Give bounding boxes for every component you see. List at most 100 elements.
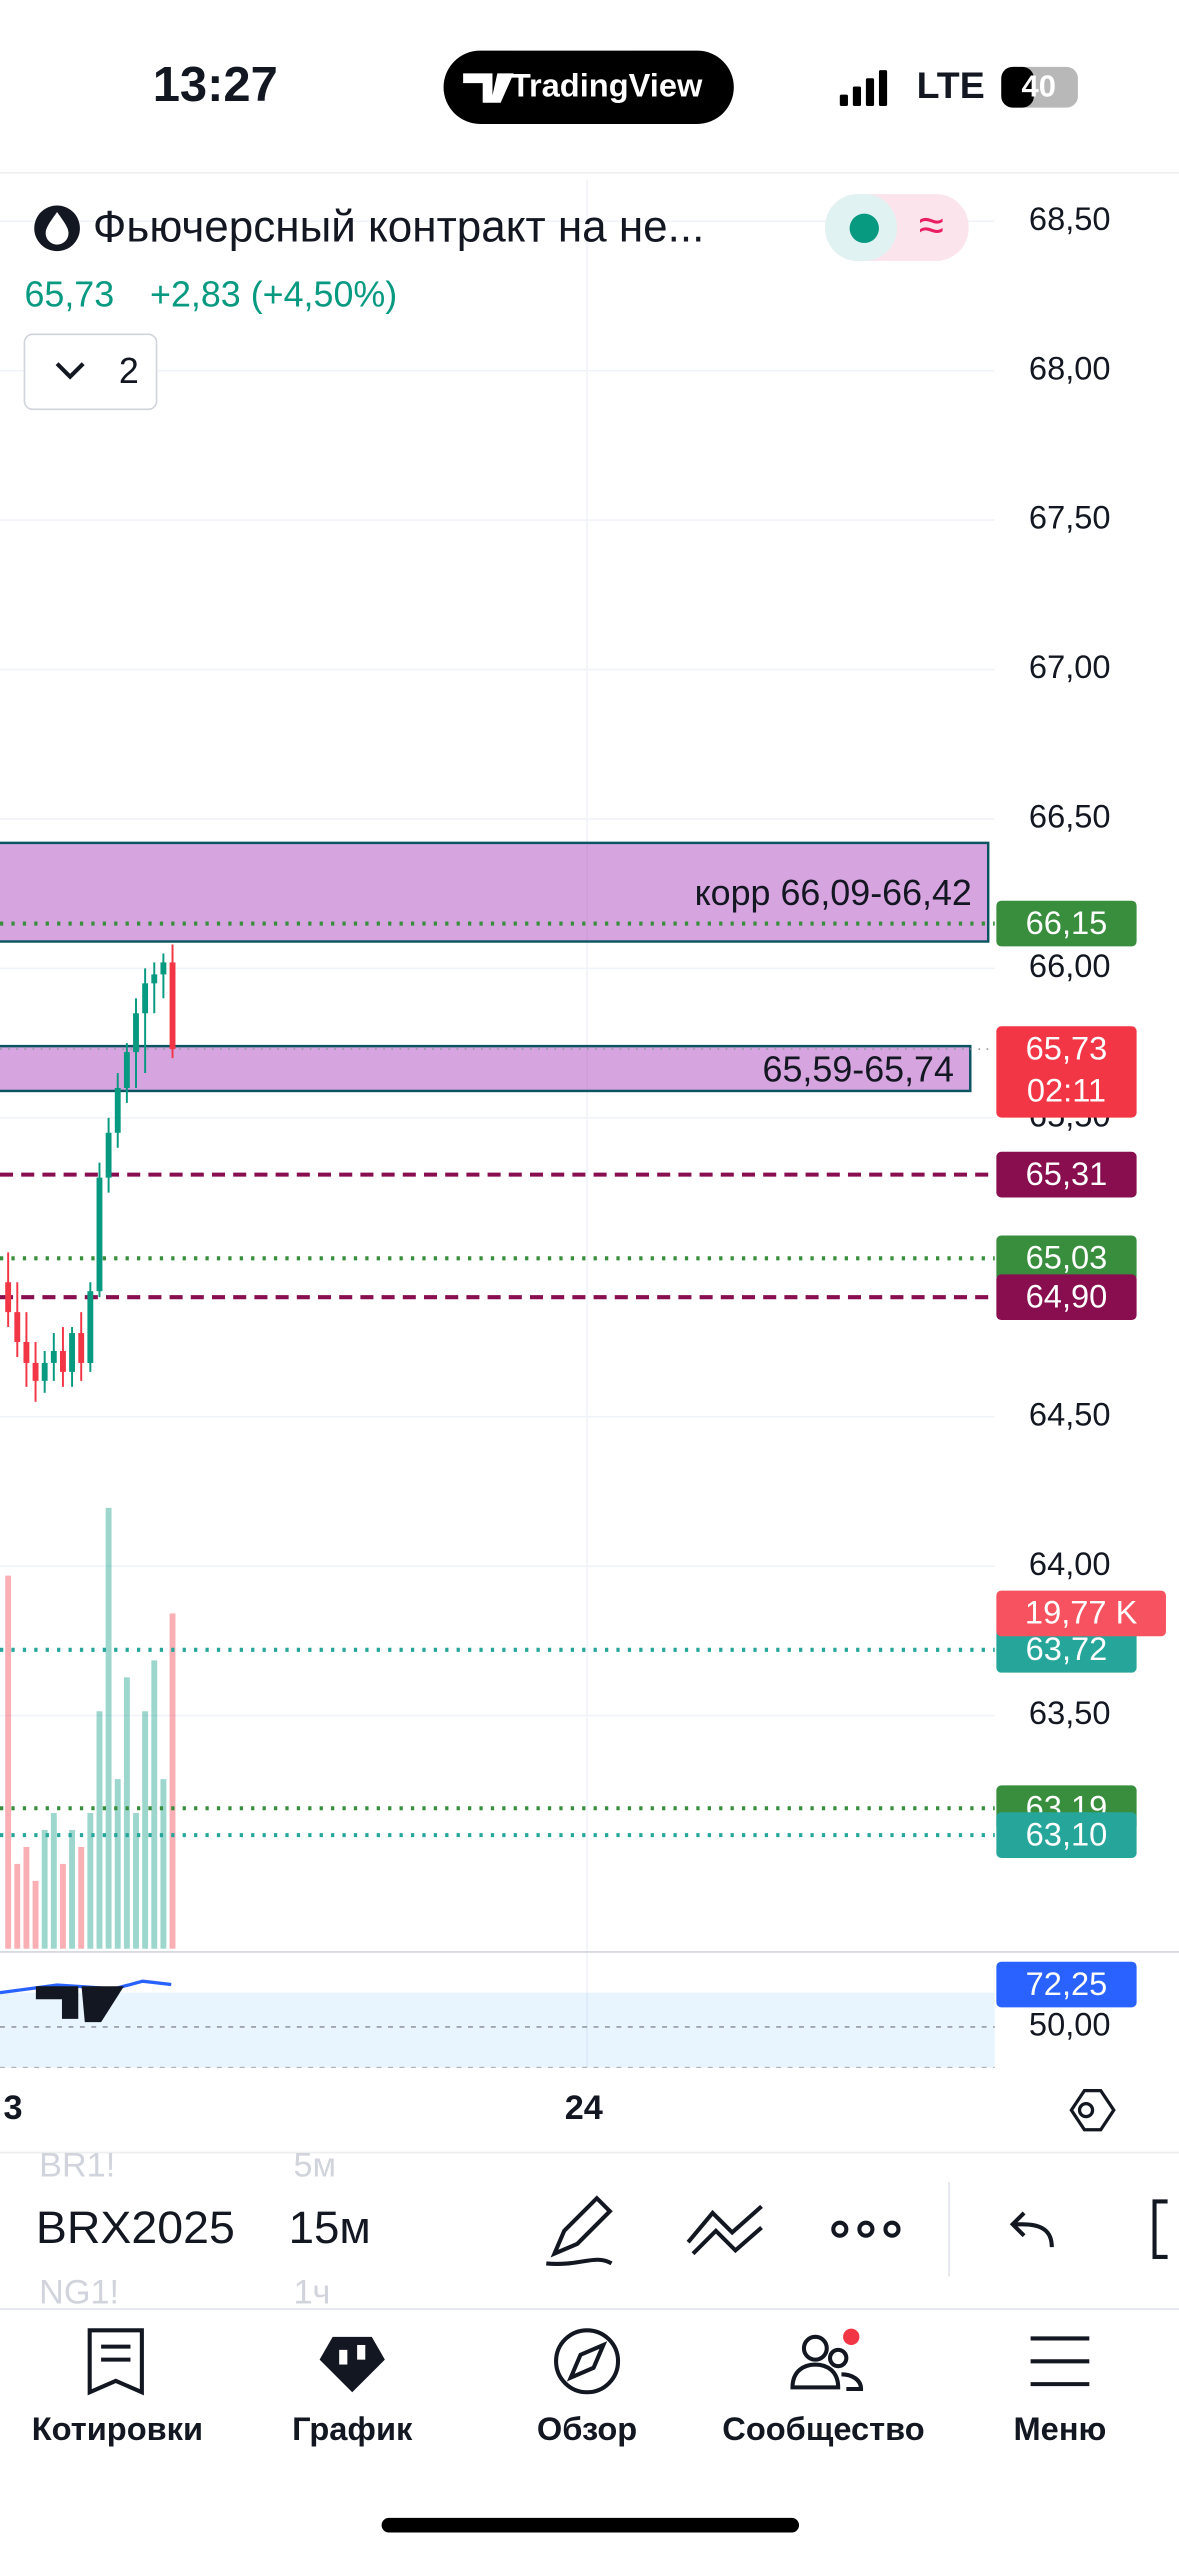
app-logo: [463, 73, 514, 103]
candle-body: [32, 1362, 39, 1381]
candle-body: [169, 962, 176, 1050]
interval[interactable]: 15м: [289, 2202, 371, 2253]
volume-bar: [169, 1613, 176, 1949]
last-price: 65,73: [24, 274, 114, 314]
volume-bar: [5, 1575, 12, 1949]
nav-label[interactable]: Меню: [1014, 2410, 1107, 2447]
y-tick-label: 64,50: [1029, 1395, 1111, 1432]
studies-toggle[interactable]: [23, 333, 158, 411]
compass: [566, 2341, 608, 2382]
candle-body: [41, 1362, 48, 1381]
nav-label[interactable]: Котировки: [32, 2410, 203, 2447]
tv-watermark: [35, 1986, 124, 2023]
nav-icon-candles: [339, 2344, 366, 2365]
chevron: [55, 362, 85, 380]
nav-icon-menu[interactable]: [1030, 2336, 1090, 2387]
candle-body: [69, 1333, 76, 1372]
nav-label[interactable]: График: [292, 2410, 413, 2447]
y-tick-label: 63,50: [1029, 1694, 1111, 1731]
level-badge-label: 65,03: [1026, 1239, 1108, 1276]
zone-label: корр 66,09-66,42: [695, 873, 972, 913]
level-badge-label: 66,15: [1026, 904, 1108, 941]
app-name: TradingView: [511, 67, 703, 104]
interval-next: 1ч: [294, 2273, 331, 2311]
level-badge-label: 63,10: [1026, 1815, 1108, 1852]
nav-icon-community[interactable]: [790, 2334, 864, 2392]
volume-badge: [996, 1590, 1166, 1637]
trend-tool[interactable]: [686, 2204, 763, 2256]
nav-icon-chart[interactable]: [319, 2336, 385, 2393]
settings-icon[interactable]: [1069, 2088, 1116, 2132]
volume-badge-label: 19,77 K: [1025, 1594, 1138, 1631]
studies-count: 2: [119, 351, 139, 391]
price-timer: 02:11: [1027, 1072, 1106, 1109]
candle-body: [114, 1087, 121, 1133]
volume-bar: [14, 1863, 21, 1949]
level-badge-label: 65,31: [1026, 1155, 1108, 1192]
volume-bar: [87, 1813, 94, 1949]
rsi-tick-label: 50,00: [1029, 2006, 1111, 2043]
nav-icon-quotes[interactable]: [87, 2328, 144, 2396]
delay-icon: ≈: [919, 199, 944, 250]
y-tick-label: 68,50: [1029, 200, 1111, 237]
battery-text: 40: [1022, 68, 1056, 103]
level-badge: [996, 1627, 1137, 1673]
volume-bar: [78, 1846, 85, 1949]
interval-prev: 5м: [294, 2146, 337, 2184]
more-tools[interactable]: [831, 2220, 901, 2238]
symbol-prev: BR1!: [39, 2146, 115, 2184]
signal: [839, 70, 888, 107]
y-tick-label: 66,50: [1029, 798, 1111, 835]
zone: [0, 1044, 972, 1093]
zone-label: 65,59-65,74: [763, 1049, 954, 1089]
volume-bar: [160, 1779, 167, 1949]
network: LTE: [917, 64, 985, 106]
volume-bar: [60, 1863, 66, 1949]
drop-icon: [45, 212, 69, 245]
draw-tool[interactable]: [546, 2195, 613, 2267]
nav-label[interactable]: Обзор: [537, 2410, 637, 2447]
notification-dot: [843, 2328, 860, 2345]
y-tick-label: 67,00: [1029, 648, 1111, 685]
nav-icon-overview[interactable]: [554, 2328, 621, 2395]
rsi-badge-label: 72,25: [1026, 1965, 1108, 2002]
volume-bar: [41, 1829, 48, 1949]
volume-bar: [123, 1677, 130, 1949]
y-tick-label: 64,00: [1029, 1545, 1111, 1582]
price-change: +2,83 (+4,50%): [150, 274, 397, 314]
candle-body: [96, 1177, 103, 1292]
home-indicator: [381, 2517, 800, 2533]
x-tick-label: 24: [565, 2089, 603, 2127]
x-tick-label: 3: [4, 2089, 23, 2127]
candle-body: [142, 983, 149, 1014]
level-badge: [996, 1151, 1137, 1198]
nav-label[interactable]: Сообщество: [722, 2410, 924, 2447]
volume-bar: [50, 1813, 57, 1949]
fullscreen[interactable]: [1152, 2199, 1168, 2259]
candle-body: [133, 1013, 139, 1053]
candle-body: [151, 974, 158, 984]
rsi-badge: [996, 1961, 1137, 2008]
level-badge: [996, 900, 1137, 947]
time: 13:27: [153, 58, 278, 112]
time-axis: [0, 2067, 1179, 2153]
volume-bar: [133, 1813, 139, 1949]
y-tick-label: 66,00: [1029, 947, 1111, 984]
volume-bar: [105, 1507, 112, 1949]
candle-body: [23, 1342, 30, 1363]
volume-bar: [96, 1711, 103, 1949]
undo[interactable]: [1009, 2211, 1054, 2248]
symbol-next: NG1!: [39, 2273, 119, 2311]
candle-body: [5, 1282, 12, 1313]
app-pill: [443, 50, 734, 124]
market-dot: [849, 213, 879, 243]
symbol[interactable]: BRX2025: [36, 2202, 235, 2253]
rsi-band: [0, 1992, 995, 2068]
candle-body: [60, 1350, 66, 1372]
candle-body: [78, 1333, 85, 1363]
volume-bar: [142, 1711, 149, 1949]
candle-body: [14, 1312, 21, 1343]
price-badge: [996, 1026, 1137, 1118]
